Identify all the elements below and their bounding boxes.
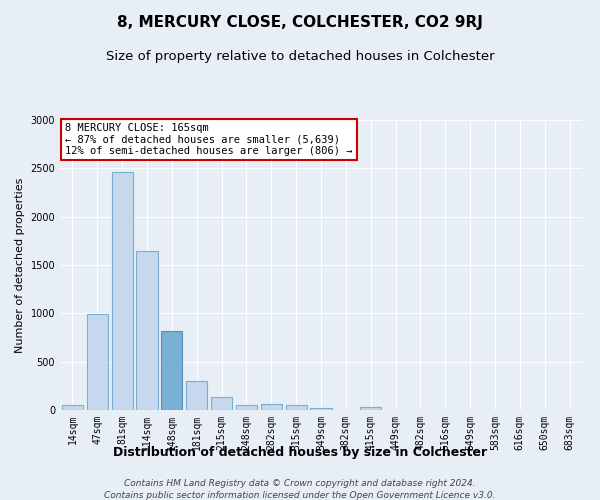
- Bar: [161, 330, 182, 410]
- Bar: [236, 404, 257, 410]
- Text: Distribution of detached houses by size in Colchester: Distribution of detached houses by size …: [113, 446, 487, 459]
- Text: Contains HM Land Registry data © Crown copyright and database right 2024.: Contains HM Land Registry data © Crown c…: [124, 480, 476, 488]
- Text: Size of property relative to detached houses in Colchester: Size of property relative to detached ho…: [106, 50, 494, 63]
- Y-axis label: Number of detached properties: Number of detached properties: [15, 178, 25, 352]
- Bar: [186, 382, 207, 410]
- Bar: [286, 405, 307, 410]
- Bar: [261, 404, 282, 410]
- Bar: [310, 408, 332, 410]
- Bar: [112, 172, 133, 410]
- Bar: [360, 407, 381, 410]
- Bar: [136, 250, 158, 410]
- Text: 8 MERCURY CLOSE: 165sqm
← 87% of detached houses are smaller (5,639)
12% of semi: 8 MERCURY CLOSE: 165sqm ← 87% of detache…: [65, 123, 353, 156]
- Bar: [211, 398, 232, 410]
- Bar: [87, 314, 108, 410]
- Text: Contains public sector information licensed under the Open Government Licence v3: Contains public sector information licen…: [104, 490, 496, 500]
- Bar: [62, 405, 83, 410]
- Text: 8, MERCURY CLOSE, COLCHESTER, CO2 9RJ: 8, MERCURY CLOSE, COLCHESTER, CO2 9RJ: [117, 15, 483, 30]
